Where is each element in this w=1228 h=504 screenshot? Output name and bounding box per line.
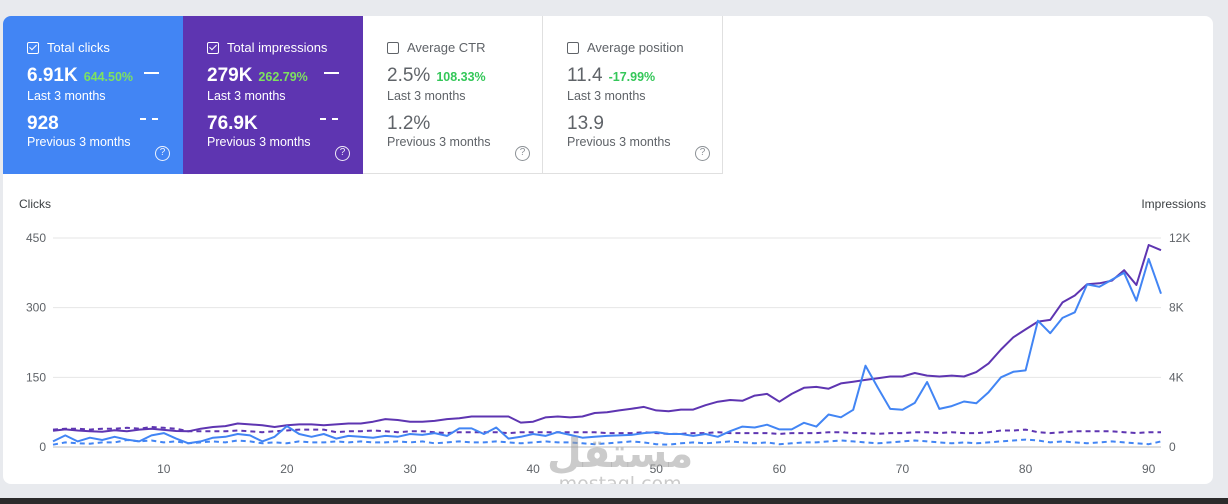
series-line-impressions [52,244,1162,433]
watermark-url: mostaql.com [558,473,682,484]
previous-value: 13.9 [567,113,604,134]
watermark: مستقل mostaql.com [547,434,693,484]
metric-period: Last 3 months [27,89,106,103]
y-right-tick-label: 4K [1169,370,1184,384]
y-left-tick-label: 300 [26,301,46,315]
previous-value: 1.2% [387,113,431,134]
series-line-clicks [52,257,1162,445]
card-title: Total clicks [47,40,110,55]
previous-period: Previous 3 months [567,135,671,149]
x-tick-label: 60 [773,462,787,476]
watermark-logo: مستقل [547,431,694,477]
metric-value: 279K [207,65,253,86]
metric-change: 644.50% [83,70,134,84]
card-average-ctr[interactable]: Average CTR 2.5% 108.33% Last 3 months 1… [363,16,543,174]
card-title: Average position [587,40,684,55]
card-header[interactable]: Average position [567,40,684,55]
card-header[interactable]: Total impressions [207,40,327,55]
metric-cards: Total clicks 6.91K 644.50% Last 3 months… [3,16,723,174]
metric-period: Last 3 months [567,89,646,103]
card-title: Total impressions [227,40,328,55]
help-icon[interactable]: ? [335,146,350,161]
performance-chart[interactable]: Clicks Impressions 0 150 300 450 0 4K 8K 12K 1… [3,186,1213,484]
previous-value: 76.9K [207,113,258,134]
card-average-position[interactable]: Average position 11.4 -17.99% Last 3 mon… [543,16,723,174]
y-left-tick-label: 450 [26,231,46,245]
y-axis-right-title: Impressions [1141,197,1206,211]
metric-change: -17.99% [608,70,656,84]
metric-value: 6.91K [27,65,78,86]
checkbox-unchecked-icon[interactable] [387,41,399,54]
y-left-tick-label: 0 [39,440,46,454]
x-tick-label: 40 [526,462,540,476]
y-left-tick-label: 150 [26,370,46,384]
y-axis-right-ticks: 0 4K 8K 12K [1169,231,1190,454]
checkbox-checked-icon[interactable] [27,41,39,54]
card-total-clicks[interactable]: Total clicks 6.91K 644.50% Last 3 months… [3,16,183,174]
metric-change: 108.33% [436,70,486,84]
chart-series [52,244,1162,446]
checkbox-checked-icon[interactable] [207,41,219,54]
x-tick-label: 70 [896,462,910,476]
dashed-line-legend-icon [140,118,158,120]
card-header[interactable]: Total clicks [27,40,110,55]
x-axis-ticks: 10 20 30 40 50 60 70 80 90 [157,462,1156,476]
metric-period: Last 3 months [387,89,466,103]
previous-value: 928 [27,113,59,134]
metric-value: 11.4 [567,65,603,86]
help-icon[interactable]: ? [155,146,170,161]
checkbox-unchecked-icon[interactable] [567,41,579,54]
card-title: Average CTR [407,40,486,55]
help-icon[interactable]: ? [695,146,710,161]
y-right-tick-label: 12K [1169,231,1190,245]
y-axis-left-ticks: 0 150 300 450 [26,231,46,454]
help-icon[interactable]: ? [515,146,530,161]
previous-period: Previous 3 months [27,135,131,149]
card-total-impressions[interactable]: Total impressions 279K 262.79% Last 3 mo… [183,16,363,174]
x-tick-label: 50 [650,462,664,476]
x-tick-label: 10 [157,462,171,476]
series-line-clicks-previous [52,438,1162,446]
previous-period: Previous 3 months [387,135,491,149]
x-tick-label: 80 [1019,462,1033,476]
x-tick-label: 90 [1142,462,1156,476]
x-tick-label: 30 [403,462,417,476]
metric-value: 2.5% [387,65,431,86]
performance-panel: Total clicks 6.91K 644.50% Last 3 months… [3,16,1213,484]
x-tick-label: 20 [280,462,294,476]
y-right-tick-label: 8K [1169,301,1184,315]
metric-change: 262.79% [258,70,308,84]
previous-period: Previous 3 months [207,135,311,149]
solid-line-legend-icon [144,72,159,74]
taskbar [0,498,1228,504]
metric-period: Last 3 months [207,89,286,103]
chart-grid [53,237,1161,448]
solid-line-legend-icon [324,72,339,74]
dashed-line-legend-icon [320,118,338,120]
card-header[interactable]: Average CTR [387,40,486,55]
y-axis-left-title: Clicks [19,197,51,211]
y-right-tick-label: 0 [1169,440,1176,454]
